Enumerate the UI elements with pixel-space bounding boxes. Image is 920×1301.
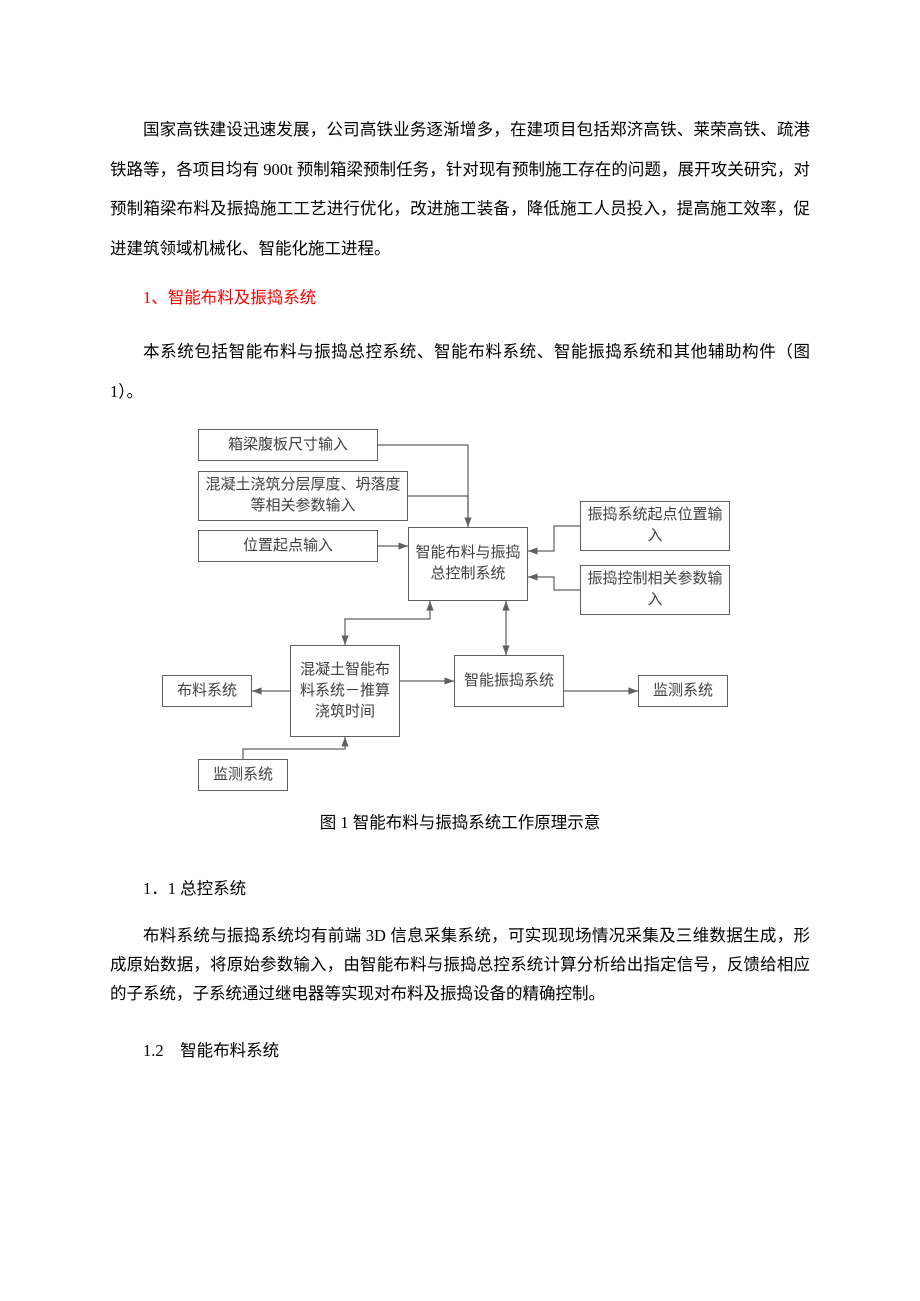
paragraph-system-overview: 本系统包括智能布料与振捣总控系统、智能布料系统、智能振捣系统和其他辅助构件（图 … [110, 332, 810, 411]
heading-1-2: 1.2 智能布料系统 [110, 1031, 810, 1071]
heading-section-1-text: 1、智能布料及振捣系统 [143, 288, 316, 307]
flowchart-node-n5: 振捣系统起点位置输入 [580, 501, 730, 551]
flowchart-node-n8: 智能振捣系统 [454, 655, 564, 707]
paragraph-intro: 国家高铁建设迅速发展，公司高铁业务逐渐增多，在建项目包括郑济高铁、莱荣高铁、疏港… [110, 110, 810, 268]
figure-1: 箱梁腹板尺寸输入混凝土浇筑分层厚度、坍落度等相关参数输入位置起点输入智能布料与振… [160, 429, 760, 789]
flowchart-edge-n11-n7 [243, 737, 345, 759]
flowchart-edge-n6-n4 [528, 577, 580, 590]
flowchart-node-n2: 混凝土浇筑分层厚度、坍落度等相关参数输入 [198, 471, 408, 521]
flowchart-diagram: 箱梁腹板尺寸输入混凝土浇筑分层厚度、坍落度等相关参数输入位置起点输入智能布料与振… [160, 429, 760, 789]
flowchart-edge-n5-n4 [528, 526, 580, 551]
flowchart-node-n6: 振捣控制相关参数输入 [580, 565, 730, 615]
flowchart-edge-n4-n7 [345, 601, 430, 645]
flowchart-node-n9: 布料系统 [162, 675, 252, 707]
flowchart-node-n7: 混凝土智能布料系统－推算浇筑时间 [290, 645, 400, 737]
document-page: 国家高铁建设迅速发展，公司高铁业务逐渐增多，在建项目包括郑济高铁、莱荣高铁、疏港… [0, 0, 920, 1145]
figure-1-caption: 图 1 智能布料与振捣系统工作原理示意 [110, 803, 810, 843]
heading-section-1: 1、智能布料及振捣系统 [110, 278, 810, 318]
flowchart-node-n3: 位置起点输入 [198, 530, 378, 562]
flowchart-node-n10: 监测系统 [638, 675, 728, 707]
flowchart-edge-n2-n4 [408, 496, 468, 527]
flowchart-node-n11: 监测系统 [198, 759, 288, 791]
paragraph-1-1-body: 布料系统与振捣系统均有前端 3D 信息采集系统，可实现现场情况采集及三维数据生成… [110, 922, 810, 1009]
flowchart-node-n1: 箱梁腹板尺寸输入 [198, 429, 378, 461]
heading-1-1: 1．1 总控系统 [110, 869, 810, 909]
flowchart-node-n4: 智能布料与振捣总控制系统 [408, 527, 528, 601]
